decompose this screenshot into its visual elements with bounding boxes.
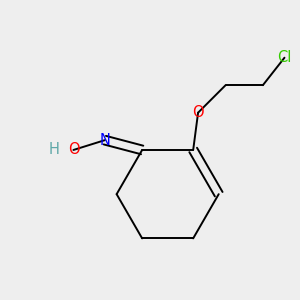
Text: O: O — [192, 105, 204, 120]
Text: O: O — [68, 142, 79, 158]
Text: N: N — [99, 133, 110, 148]
Text: Cl: Cl — [277, 50, 292, 65]
Text: H: H — [48, 142, 59, 158]
